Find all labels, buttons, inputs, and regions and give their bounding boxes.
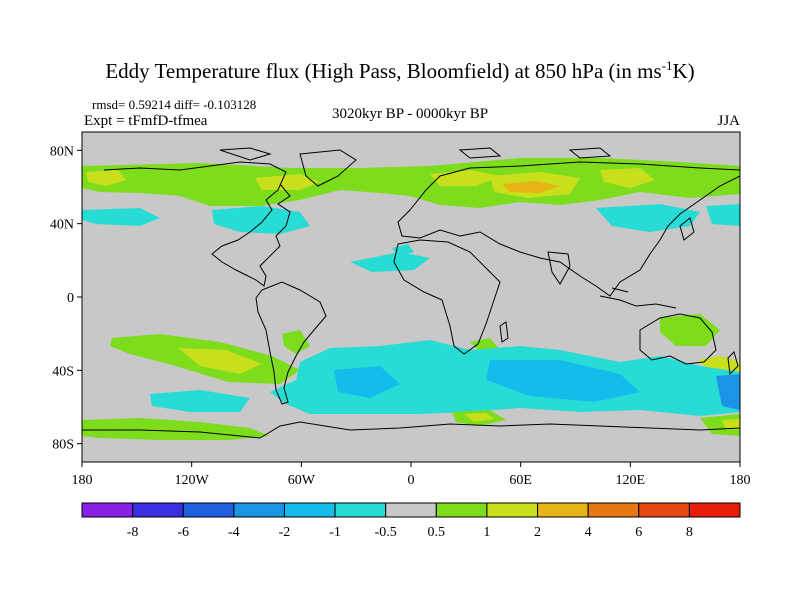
coastline-arctic-islands <box>219 147 612 161</box>
lon-tick-label: 60W <box>288 473 316 488</box>
colorbar-label: -4 <box>228 525 240 540</box>
colorbar-swatch <box>81 502 134 518</box>
colorbar-label: 4 <box>585 525 592 540</box>
positive-max-antarctic-east <box>722 419 740 430</box>
negative-patch-indian-ocean <box>486 360 640 402</box>
colorbar-label: -8 <box>127 525 139 540</box>
colorbar-label: 0.5 <box>428 525 446 540</box>
experiment-label: Expt = tFmfD-tfmea <box>84 113 208 129</box>
colorbar-swatch <box>385 502 437 518</box>
colorbar-label: 1 <box>483 525 490 540</box>
negative-patch-south-pacific <box>150 390 250 412</box>
colorbar-swatch <box>182 502 235 518</box>
colorbar-label: -0.5 <box>375 525 397 540</box>
coastline-japan <box>679 217 695 241</box>
negative-patch-north-pacific <box>82 208 160 226</box>
colorbar-swatch <box>132 502 184 518</box>
colorbar-label: -1 <box>329 525 341 540</box>
coastline-greenland <box>299 149 357 187</box>
coastline-europe-asia <box>397 161 740 297</box>
positive-band-north <box>82 158 740 208</box>
negative-patch-east-asia <box>596 204 700 232</box>
colorbar-swatch <box>638 502 690 518</box>
coastline-new-zealand <box>727 351 739 376</box>
colorbar-label: 2 <box>534 525 541 540</box>
season-label: JJA <box>717 113 740 129</box>
map-title: Eddy Temperature flux (High Pass, Bloomf… <box>0 58 800 84</box>
coastline-south-america <box>255 281 327 405</box>
positive-patch-south-america <box>282 330 310 354</box>
coastline-india <box>547 251 571 285</box>
title-superscript: -1 <box>661 58 673 73</box>
lon-tick-label: 180 <box>72 473 93 488</box>
positive-patch-antarctic-east <box>700 414 740 436</box>
colorbar-swatch <box>537 502 589 518</box>
coastline-north-america <box>103 161 291 287</box>
positive-max-siberia <box>502 181 560 193</box>
stats-text: rmsd= 0.59214 diff= -0.103128 <box>92 97 257 112</box>
longitude-axis: 180 120W 60W 0 60E 120E 180 <box>72 462 751 488</box>
colorbar-swatch <box>233 502 285 518</box>
title-text-end: K) <box>672 59 695 83</box>
positive-max-weddell <box>464 413 494 422</box>
colorbar-swatch <box>486 502 539 518</box>
coastline-africa <box>393 239 501 355</box>
lat-tick-label: 80N <box>50 144 74 159</box>
period-label: 3020kyr BP - 0000kyr BP <box>331 106 489 122</box>
lon-tick-label: 0 <box>408 473 415 488</box>
negative-patch-west-pacific <box>706 204 740 226</box>
positive-patch-east-asia <box>600 168 655 188</box>
lat-tick-label: 0 <box>67 291 74 306</box>
colorbar-swatch <box>283 502 336 518</box>
lat-tick-label: 40S <box>52 364 74 379</box>
positive-patch-south-pacific <box>178 348 262 374</box>
title-text: Eddy Temperature flux (High Pass, Bloomf… <box>105 59 662 83</box>
lon-tick-label: 120E <box>616 473 646 488</box>
colorbar-swatch <box>334 502 387 518</box>
coastline-australia <box>639 313 717 365</box>
colorbar-swatch <box>688 502 741 518</box>
colorbar: -8 -6 -4 -2 -1 -0.5 0.5 1 2 4 6 8 <box>81 502 741 540</box>
lon-tick-label: 180 <box>730 473 751 488</box>
negative-patch-tropical-atlantic <box>350 252 430 272</box>
colorbar-label: -6 <box>177 525 189 540</box>
positive-patch-north-america <box>255 174 320 190</box>
map-field <box>82 132 740 462</box>
lat-tick-label: 40N <box>50 218 74 233</box>
negative-patch-atlantic <box>334 366 400 398</box>
coastline-antarctica <box>82 421 740 439</box>
negative-max-east <box>716 374 740 410</box>
latitude-axis: 80N 40N 0 40S 80S <box>50 144 82 453</box>
colorbar-label: 8 <box>686 525 693 540</box>
colorbar-label: 6 <box>635 525 642 540</box>
lat-tick-label: 80S <box>52 438 74 453</box>
coastline-madagascar <box>499 321 509 343</box>
coastlines <box>82 147 740 439</box>
lon-tick-label: 120W <box>175 473 210 488</box>
colorbar-swatch <box>587 502 640 518</box>
colorbar-swatch <box>435 502 488 518</box>
positive-patch-north-pacific <box>86 170 126 186</box>
positive-patch-australia <box>660 314 720 346</box>
coastline-indonesia <box>599 287 677 309</box>
lon-tick-label: 60E <box>509 473 532 488</box>
colorbar-label: -2 <box>279 525 291 540</box>
